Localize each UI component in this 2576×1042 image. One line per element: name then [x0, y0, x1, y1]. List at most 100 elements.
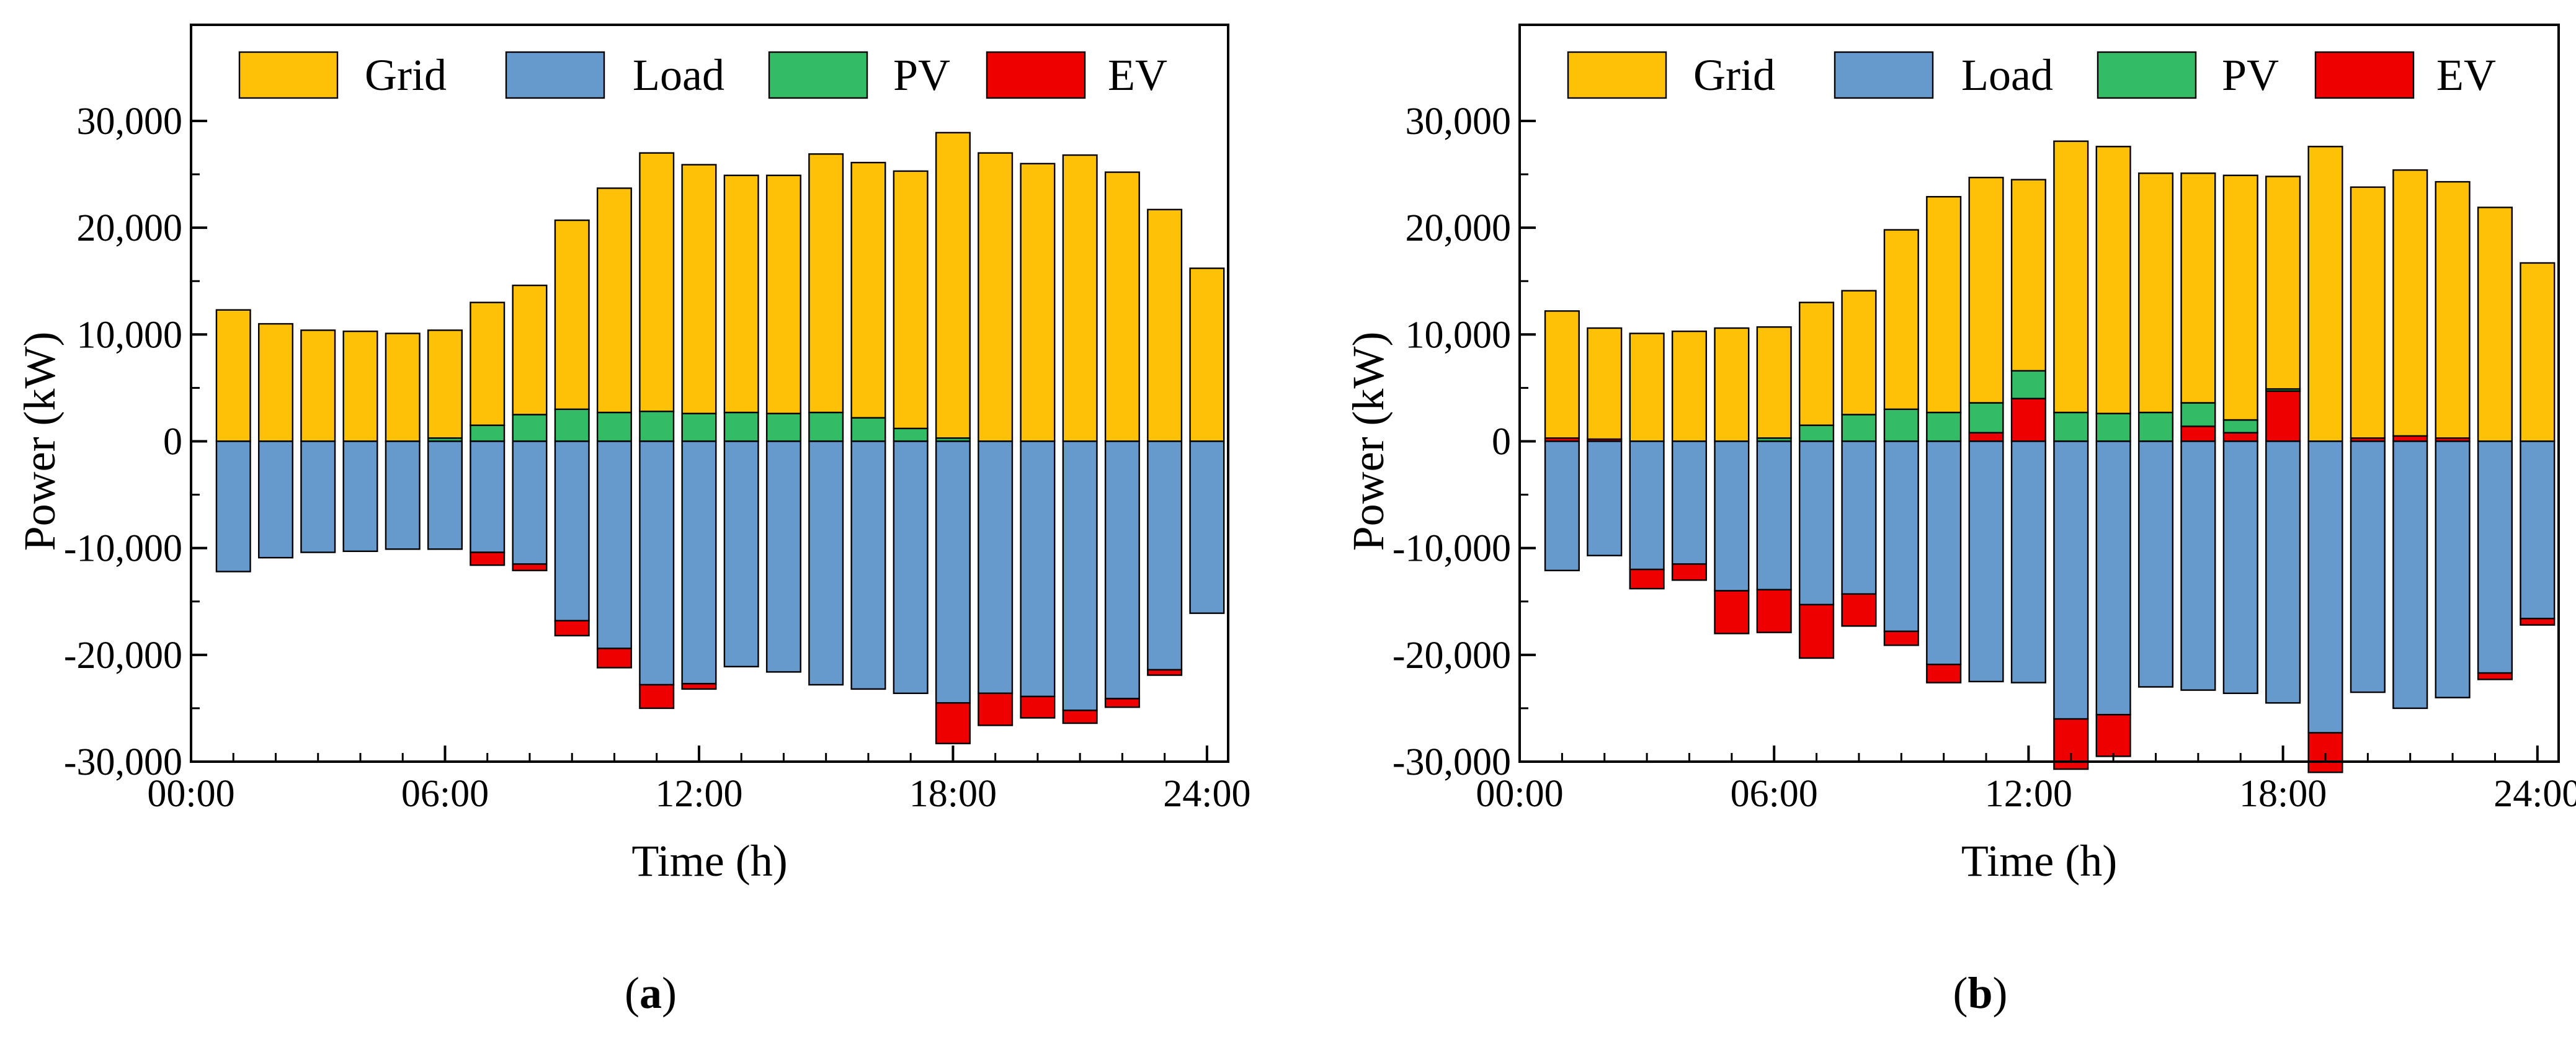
chart-a-y-tick-label: 10,000	[77, 314, 183, 356]
chart-b-bar-grid-2	[1587, 327, 1623, 440]
chart-a-bar-load-12	[681, 440, 717, 685]
chart-a-x-tick-label: 12:00	[655, 773, 742, 815]
chart-a-legend-swatch-load	[505, 51, 605, 99]
chart-b-bar-ev-16	[2180, 425, 2216, 442]
chart-a-bar-pv-17	[893, 427, 929, 442]
chart-b-bar-load-22	[2435, 440, 2471, 698]
chart-a-bar-pv-13	[723, 411, 759, 442]
chart-a-bar-load-21	[1062, 440, 1098, 711]
chart-b-bar-ev-17	[2222, 432, 2258, 442]
chart-b-bar-load-17	[2222, 440, 2258, 695]
chart-a-bar-load-20	[1020, 440, 1056, 698]
chart-a-bar-ev-9	[554, 620, 590, 637]
chart-a-bar-load-5	[385, 440, 421, 550]
chart-b-x-axis-title: Time (h)	[1961, 836, 2117, 886]
chart-b-bar-pv-8	[1841, 414, 1877, 442]
chart-a-bar-grid-24	[1189, 267, 1225, 442]
chart-a-bar-grid-12	[681, 164, 717, 414]
chart-a-y-tick-label: -10,000	[64, 528, 182, 570]
chart-a-y-tick-label: 20,000	[77, 207, 183, 249]
chart-a-bar-ev-8	[512, 563, 548, 572]
chart-b-bar-load-20	[2350, 440, 2386, 693]
chart-b-bar-load-16	[2180, 440, 2216, 691]
chart-b-bar-grid-10	[1926, 196, 1962, 414]
chart-b-bar-load-9	[1883, 440, 1919, 633]
chart-b-bars	[1544, 140, 2556, 773]
chart-a-bar-grid-11	[639, 152, 675, 412]
chart-b-bar-grid-20	[2350, 186, 2386, 439]
chart-a-bar-load-16	[850, 440, 886, 690]
chart-a: -30,000 -20,000 -10,000 0 10,000 20,000 30,000…	[15, 24, 1250, 1018]
chart-b-bar-pv-9	[1883, 408, 1919, 442]
chart-b-y-tick-label: -10,000	[1393, 528, 1511, 570]
chart-b-bar-grid-9	[1883, 229, 1919, 411]
chart-a-panel-label: (a)	[625, 968, 677, 1018]
chart-a-bar-load-10	[596, 440, 632, 649]
chart-b-x-tick-label: 06:00	[1731, 773, 1818, 815]
chart-b-bar-pv-15	[2137, 411, 2174, 442]
chart-a-bar-load-6	[427, 440, 463, 550]
chart-b-x-axis: 00:00 06:00 12:00 18:00 24:00	[1476, 746, 2576, 815]
chart-a-bar-grid-20	[1020, 163, 1056, 442]
chart-b-bar-load-8	[1841, 440, 1877, 595]
chart-a-bar-ev-21	[1062, 710, 1098, 724]
chart-a-bar-load-8	[512, 440, 548, 565]
chart-b-bar-ev-24	[2520, 618, 2556, 626]
chart-a-bar-ev-19	[978, 692, 1014, 726]
chart-b-bar-pv-17	[2222, 419, 2258, 434]
chart-a-legend-label-ev: EV	[1108, 50, 1167, 100]
chart-b-bar-grid-5	[1714, 327, 1750, 442]
chart-b-legend-swatch-load	[1834, 51, 1934, 99]
chart-b-bar-grid-17	[2222, 174, 2258, 421]
chart-a-bar-load-15	[808, 440, 844, 686]
chart-a-bar-grid-22	[1104, 171, 1140, 442]
chart-b-legend-swatch-ev	[2314, 51, 2415, 99]
chart-a-bar-ev-7	[470, 551, 506, 566]
chart-b: -30,000 -20,000 -10,000 0 10,000 20,000 30,000…	[1344, 24, 2576, 1018]
chart-b-x-tick-label: 00:00	[1476, 773, 1563, 815]
chart-b-legend-swatch-pv	[2097, 51, 2197, 99]
chart-a-bar-pv-12	[681, 412, 717, 442]
chart-a-bar-load-4	[342, 440, 378, 553]
chart-a-legend-label-load: Load	[633, 50, 724, 100]
chart-b-bar-load-3	[1629, 440, 1665, 571]
chart-a-x-axis: 00:00 06:00 12:00 18:00 24:00	[147, 746, 1250, 815]
chart-a-bar-pv-8	[512, 414, 548, 442]
chart-b-y-axis: -30,000 -20,000 -10,000 0 10,000 20,000 30,000	[1393, 100, 1536, 783]
chart-b-bar-load-21	[2392, 440, 2428, 710]
chart-b-bar-load-1	[1544, 440, 1580, 572]
chart-a-bar-grid-9	[554, 219, 590, 411]
chart-b-bar-grid-4	[1671, 330, 1708, 442]
chart-b-y-tick-label: 0	[1492, 421, 1511, 463]
chart-a-bar-load-23	[1147, 440, 1183, 671]
chart-b-bar-ev-23	[2477, 672, 2513, 680]
chart-a-bar-grid-23	[1147, 208, 1183, 442]
chart-a-y-tick-label: 0	[163, 421, 182, 463]
chart-a-bar-pv-7	[470, 424, 506, 442]
chart-a-bar-ev-22	[1104, 698, 1140, 708]
chart-b-bar-load-23	[2477, 440, 2513, 674]
chart-a-legend-label-pv: PV	[893, 50, 950, 100]
chart-b-bar-grid-21	[2392, 169, 2428, 437]
chart-b-bar-load-7	[1799, 440, 1835, 606]
chart-b-bar-grid-3	[1629, 332, 1665, 442]
chart-b-bar-grid-13	[2053, 140, 2089, 414]
chart-a-bar-load-9	[554, 440, 590, 621]
chart-b-bar-ev-9	[1883, 630, 1919, 646]
chart-a-legend-swatch-grid	[238, 51, 339, 99]
chart-a-bar-pv-16	[850, 417, 886, 442]
chart-a-legend-label-grid: Grid	[365, 50, 447, 100]
chart-a-bar-ev-18	[935, 702, 971, 744]
chart-a-bar-load-18	[935, 440, 971, 704]
chart-a-y-axis-title: Power (kW)	[15, 332, 65, 551]
chart-b-bar-grid-12	[2010, 179, 2046, 372]
chart-b-x-tick-label: 18:00	[2239, 773, 2327, 815]
chart-b-bar-load-6	[1756, 440, 1792, 591]
chart-a-y-axis: -30,000 -20,000 -10,000 0 10,000 20,000 30,000	[64, 100, 207, 783]
chart-a-x-axis-title: Time (h)	[631, 836, 787, 886]
chart-b-y-tick-label: 30,000	[1406, 100, 1512, 143]
chart-a-bar-grid-21	[1062, 154, 1098, 442]
chart-a-bar-load-1	[215, 440, 251, 572]
chart-a-bar-ev-23	[1147, 669, 1183, 676]
